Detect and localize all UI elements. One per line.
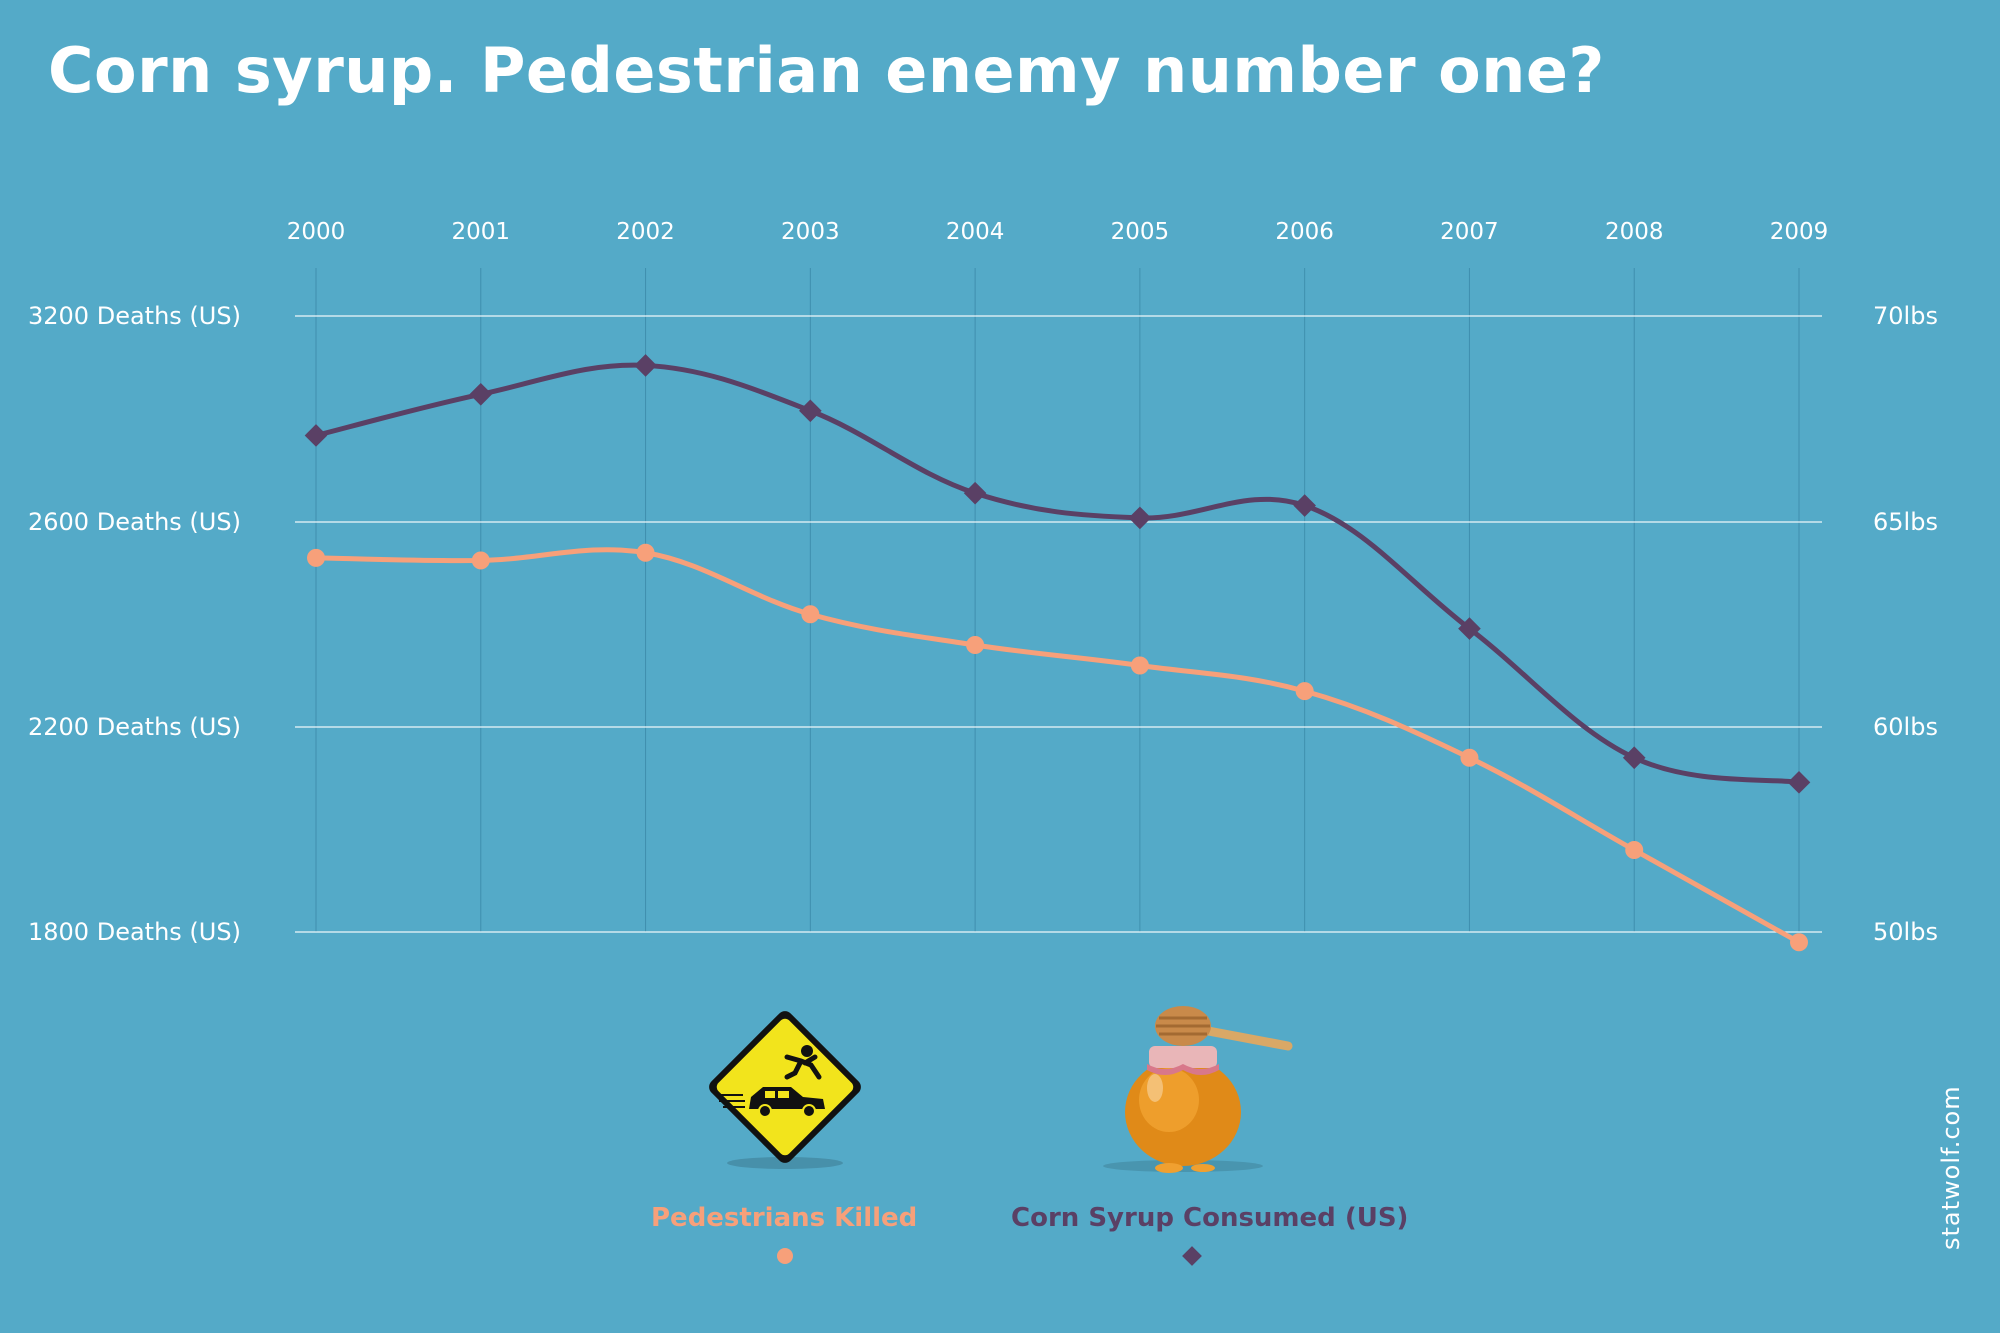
pedestrians-point xyxy=(1460,748,1479,767)
grid-lines xyxy=(295,268,1822,933)
pedestrians-point xyxy=(1790,933,1808,952)
axis-ticks: 2000 2001 2002 2003 2004 2005 2006 2007 2008 2009… xyxy=(28,219,1938,946)
x-tick-label: 2007 xyxy=(1440,219,1499,245)
corn-syrup-point xyxy=(1787,771,1811,794)
y-left-tick-label: 3200 Deaths (US) xyxy=(28,302,241,330)
pedestrians-point xyxy=(1295,682,1314,701)
x-tick-label: 2002 xyxy=(616,219,675,245)
corn-syrup-point xyxy=(799,399,822,423)
pedestrian-crossing-warning-sign-icon xyxy=(709,1011,861,1169)
y-right-tick-label: 60lbs xyxy=(1873,713,1938,741)
corn-syrup-point xyxy=(1128,506,1152,530)
pedestrians-point xyxy=(1625,841,1644,859)
corn-syrup-point xyxy=(1622,746,1646,770)
corn-syrup-point xyxy=(469,382,493,406)
x-tick-label: 2001 xyxy=(452,219,511,245)
corn-syrup-point xyxy=(304,424,328,447)
x-tick-label: 2000 xyxy=(287,219,346,245)
y-left-tick-label: 1800 Deaths (US) xyxy=(28,918,241,946)
y-left-tick-label: 2600 Deaths (US) xyxy=(28,508,241,536)
x-tick-label: 2003 xyxy=(781,219,840,245)
corn-syrup-point xyxy=(1458,617,1481,640)
pedestrians-point xyxy=(966,636,985,654)
pedestrians-point xyxy=(471,551,490,570)
honey-jar-icon xyxy=(1103,1006,1293,1173)
corn-syrup-point xyxy=(1293,494,1316,517)
y-right-tick-label: 70lbs xyxy=(1873,302,1938,330)
corn-syrup-point xyxy=(963,481,987,505)
x-tick-label: 2006 xyxy=(1275,219,1334,245)
pedestrians-point xyxy=(636,543,655,562)
chart-title: Corn syrup. Pedestrian enemy number one? xyxy=(48,34,1605,107)
legend-label-pedestrians: Pedestrians Killed xyxy=(651,1203,918,1233)
watermark: statwolf.com xyxy=(1937,1085,1965,1250)
x-tick-label: 2004 xyxy=(946,219,1005,245)
pedestrians-point xyxy=(1130,656,1149,675)
legend-label-corn-syrup: Corn Syrup Consumed (US) xyxy=(1011,1203,1409,1233)
y-right-tick-label: 50lbs xyxy=(1873,918,1938,946)
x-tick-label: 2008 xyxy=(1605,219,1664,245)
legend-marker-pedestrians xyxy=(777,1248,793,1264)
pedestrians-line xyxy=(313,547,1802,945)
pedestrians-point xyxy=(801,605,820,624)
corn-syrup-point xyxy=(634,354,657,377)
corn-syrup-line xyxy=(313,362,1802,785)
x-tick-label: 2009 xyxy=(1770,219,1829,245)
x-tick-label: 2005 xyxy=(1111,219,1170,245)
pedestrians-point xyxy=(307,548,325,567)
legend-marker-corn-syrup xyxy=(1182,1246,1202,1266)
series-markers xyxy=(304,354,1811,952)
series-lines xyxy=(313,362,1802,945)
y-right-tick-label: 65lbs xyxy=(1873,508,1938,536)
y-left-tick-label: 2200 Deaths (US) xyxy=(28,713,241,741)
